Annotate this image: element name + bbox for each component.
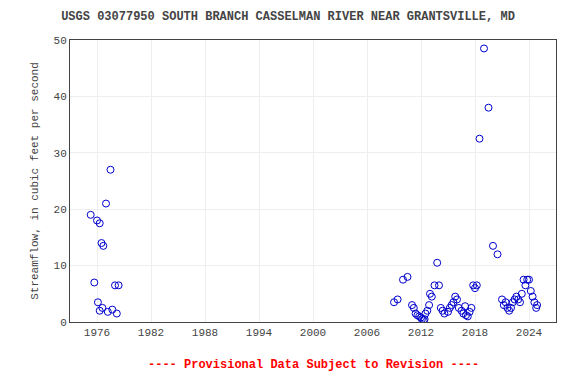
svg-text:USGS 03077950 SOUTH BRANCH CAS: USGS 03077950 SOUTH BRANCH CASSELMAN RIV… [61,10,515,24]
svg-text:1988: 1988 [192,327,218,339]
svg-text:20: 20 [54,204,67,216]
svg-text:10: 10 [54,260,67,272]
svg-text:2024: 2024 [516,327,543,339]
svg-text:---- Provisional Data Subject: ---- Provisional Data Subject to Revisio… [148,358,479,372]
svg-text:0: 0 [60,317,67,329]
svg-text:Streamflow, in cubic feet per: Streamflow, in cubic feet per second [29,62,41,300]
svg-text:30: 30 [54,148,67,160]
svg-text:1994: 1994 [246,327,273,339]
svg-text:2018: 2018 [462,327,488,339]
svg-text:2006: 2006 [354,327,380,339]
svg-text:1976: 1976 [84,327,110,339]
svg-text:50: 50 [54,35,67,47]
svg-text:40: 40 [54,91,67,103]
svg-text:2012: 2012 [408,327,434,339]
svg-text:1982: 1982 [138,327,164,339]
svg-text:2000: 2000 [300,327,326,339]
